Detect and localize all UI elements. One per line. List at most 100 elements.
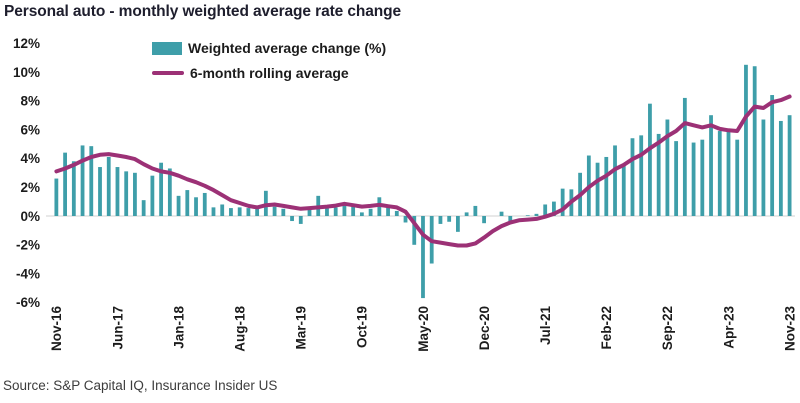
bar — [403, 216, 408, 223]
legend-item-bars: Weighted average change (%) — [152, 40, 386, 56]
bar — [613, 145, 617, 216]
bar — [194, 197, 198, 216]
y-axis-tick-label: -6% — [16, 295, 40, 310]
bar — [150, 175, 155, 216]
x-axis-tick-label: Nov-23 — [782, 306, 797, 352]
bar — [185, 190, 190, 216]
x-axis-tick-label: May-20 — [416, 306, 431, 352]
y-axis-tick-label: 8% — [20, 94, 40, 109]
bar — [630, 138, 635, 216]
y-axis-tick-label: 2% — [20, 180, 40, 195]
bar — [176, 195, 181, 216]
bar — [508, 216, 513, 222]
bar — [621, 165, 626, 216]
bar — [325, 205, 329, 216]
x-axis-labels: Nov-16 Jun-17 Jan-18 Aug-18 Mar-19 Oct-19 May-… — [49, 306, 797, 352]
y-axis-tick-label: 0% — [20, 209, 40, 224]
bar — [639, 135, 644, 216]
bar — [752, 66, 757, 217]
rolling-average-line — [54, 94, 792, 248]
bar — [368, 208, 373, 216]
bar — [307, 209, 312, 216]
y-axis-tick-label: 6% — [20, 122, 40, 137]
bar — [482, 216, 486, 224]
bar — [438, 216, 443, 224]
bar — [351, 205, 356, 216]
bar — [525, 215, 530, 216]
bar — [246, 208, 251, 216]
bar — [700, 139, 705, 216]
x-axis-tick-label: Mar-19 — [294, 306, 309, 350]
x-axis-tick-label: Jan-18 — [171, 306, 186, 349]
bar — [272, 206, 277, 216]
bar — [80, 145, 85, 216]
bar — [455, 216, 460, 232]
bar — [595, 162, 600, 216]
x-axis-tick-label: Nov-16 — [49, 306, 64, 352]
bar — [333, 207, 338, 216]
y-axis-tick-label: 10% — [13, 65, 40, 80]
bar — [89, 146, 94, 216]
chart-title: Personal auto - monthly weighted average… — [4, 3, 402, 20]
bar — [141, 200, 146, 216]
bar — [473, 205, 478, 216]
bar — [229, 208, 233, 216]
bar — [159, 162, 164, 216]
y-axis-tick-label: -2% — [16, 238, 40, 253]
bar — [359, 212, 364, 216]
bar-series-label: Weighted average change (%) — [188, 40, 387, 56]
bar — [106, 156, 111, 216]
bar — [211, 207, 216, 216]
bar — [770, 95, 775, 216]
bar — [543, 204, 548, 216]
bar — [202, 192, 207, 216]
y-axis-tick-label: 12% — [13, 36, 40, 51]
bars-group — [54, 64, 792, 299]
x-axis-tick-label: Apr-23 — [721, 306, 736, 349]
bar — [394, 210, 399, 216]
bar — [281, 208, 286, 216]
bar — [386, 207, 390, 216]
bar — [709, 115, 713, 216]
bar — [499, 211, 504, 216]
line-series-label: 6-month rolling average — [190, 65, 349, 81]
bar — [98, 167, 102, 216]
y-axis-labels: 12% 10% 8% 6% 4% 2% 0% -2% -4% -6% — [13, 36, 40, 310]
bar — [778, 120, 783, 216]
bar — [255, 207, 260, 216]
bar — [648, 103, 652, 216]
bar — [298, 216, 303, 224]
line-series-swatch — [152, 70, 184, 76]
bar — [682, 97, 687, 216]
bar-series-swatch — [152, 41, 182, 55]
bar — [726, 129, 731, 216]
bar — [604, 156, 609, 216]
bar — [560, 188, 565, 216]
x-axis-tick-label: Oct-19 — [355, 306, 370, 348]
legend-item-line: 6-month rolling average — [152, 65, 386, 81]
x-axis-tick-label: Jun-17 — [110, 306, 125, 350]
legend: Weighted average change (%) 6-month roll… — [152, 40, 386, 81]
bar — [167, 168, 172, 216]
bar — [761, 119, 766, 216]
bar — [115, 167, 120, 216]
x-axis-tick-label: Jul-21 — [538, 306, 553, 346]
bar — [133, 172, 137, 216]
bar — [674, 141, 679, 216]
bar — [290, 216, 294, 222]
bar — [744, 64, 748, 216]
x-axis-tick-label: Dec-20 — [477, 306, 492, 350]
bar — [534, 213, 539, 216]
x-axis-tick-label: Sep-22 — [660, 306, 675, 350]
bar — [421, 216, 425, 299]
y-axis-tick-label: 4% — [20, 151, 40, 166]
bar — [54, 178, 59, 216]
bar — [63, 152, 67, 216]
bar — [342, 204, 347, 216]
bar — [412, 216, 417, 245]
bar — [124, 171, 129, 216]
bar — [656, 133, 661, 216]
bar — [552, 201, 556, 216]
